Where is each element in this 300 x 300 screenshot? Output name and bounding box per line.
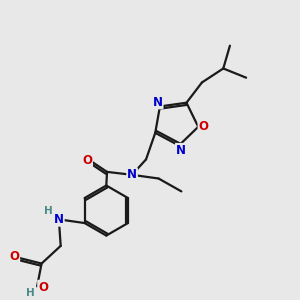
Text: O: O xyxy=(9,250,19,263)
Text: H: H xyxy=(26,288,35,298)
Text: H: H xyxy=(44,206,53,216)
Text: N: N xyxy=(153,95,163,109)
Text: O: O xyxy=(198,120,208,133)
Text: N: N xyxy=(127,168,137,181)
Text: O: O xyxy=(82,154,92,167)
Text: N: N xyxy=(176,144,186,157)
Text: O: O xyxy=(38,280,48,294)
Text: N: N xyxy=(54,213,64,226)
